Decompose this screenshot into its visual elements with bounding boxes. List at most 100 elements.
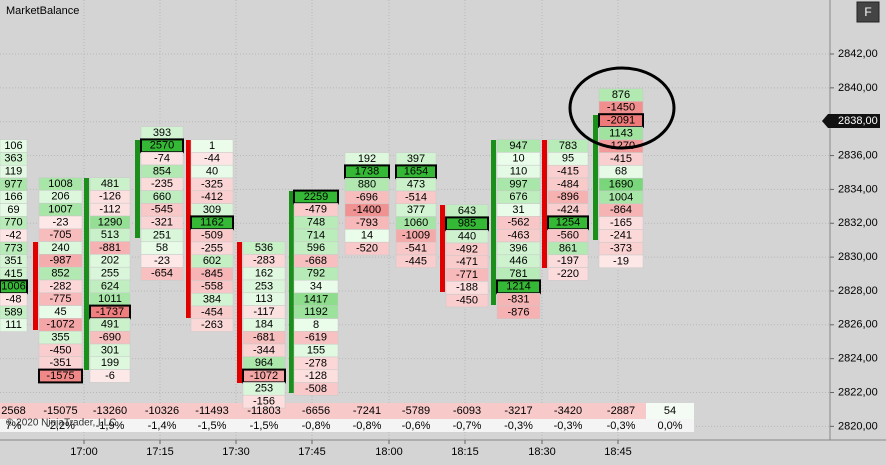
cell-bg: [242, 394, 286, 409]
cell-value: -619: [305, 332, 327, 344]
cell-value: -321: [151, 217, 173, 229]
time-label: 17:00: [70, 446, 98, 458]
cell-value: 676: [509, 191, 527, 203]
cell-value: -514: [405, 191, 427, 203]
cell-value: -520: [356, 243, 378, 255]
cell-value: -156: [253, 396, 275, 408]
price-label: 2828,00: [838, 285, 878, 297]
cell-value: 1006: [1, 281, 25, 293]
cell-value: -197: [557, 255, 579, 267]
f-button-label[interactable]: F: [864, 5, 871, 19]
cell-value: 393: [153, 127, 171, 139]
cell-value: -126: [99, 191, 121, 203]
cell-bg: [293, 382, 339, 396]
delta-percent: -0,8%: [302, 420, 331, 432]
cell-bg: [89, 369, 131, 383]
cell-value: 45: [54, 306, 66, 318]
cell-value: -1400: [353, 204, 381, 216]
delta-value: -15075: [43, 405, 77, 417]
cell-value: -344: [253, 344, 275, 356]
cell-value: 363: [4, 153, 22, 165]
cell-value: -987: [49, 255, 71, 267]
cell-value: 481: [101, 178, 119, 190]
delta-percent: -0,3%: [554, 420, 583, 432]
cell-value: 10: [512, 153, 524, 165]
cell-value: 473: [407, 179, 425, 191]
time-label: 18:15: [451, 446, 479, 458]
cell-value: -562: [507, 217, 529, 229]
cell-value: -450: [49, 344, 71, 356]
percent-band: [0, 419, 694, 432]
cell-bg: [0, 318, 28, 332]
cell-value: -415: [610, 153, 632, 165]
delta-value: -3420: [554, 405, 582, 417]
cell-value: -278: [305, 357, 327, 369]
delta-band: [0, 403, 646, 419]
cell-value: 396: [509, 242, 527, 254]
cell-value: 184: [255, 319, 273, 331]
cell-value: 111: [5, 319, 22, 331]
cell-value: -668: [305, 255, 327, 267]
f-button[interactable]: [856, 1, 880, 23]
cell-value: -771: [456, 269, 478, 281]
cell-bg: [140, 267, 184, 281]
cell-value: -696: [356, 191, 378, 203]
cell-value: -263: [201, 319, 223, 331]
cell-value: 783: [559, 140, 577, 152]
cell-value: -351: [49, 357, 71, 369]
cell-value: 748: [307, 217, 325, 229]
cell-value: 384: [203, 294, 221, 306]
cell-value: -831: [507, 294, 529, 306]
cell-value: 854: [153, 165, 171, 177]
cell-value: 69: [7, 204, 19, 216]
cell-value: -241: [610, 230, 632, 242]
cell-value: 997: [509, 178, 527, 190]
cell-value: -509: [201, 230, 223, 242]
cell-value: -541: [405, 243, 427, 255]
cell-bg: [496, 305, 541, 320]
price-label: 2834,00: [838, 183, 878, 195]
cell-bg: [445, 293, 489, 308]
cell-value: 202: [101, 255, 119, 267]
cell-value: -6: [105, 370, 115, 382]
cell-value: 1690: [609, 179, 633, 191]
cell-value: -424: [557, 204, 579, 216]
cell-value: -793: [356, 217, 378, 229]
delta-value: -10326: [145, 405, 179, 417]
candle-bar: [491, 140, 496, 305]
cell-value: -558: [201, 281, 223, 293]
candle-bar: [440, 205, 445, 292]
cell-bg: [38, 368, 83, 384]
delta-value: -6093: [453, 405, 481, 417]
cell-value: 1004: [609, 191, 633, 203]
cell-value: -1072: [250, 370, 278, 382]
cell-value: -23: [154, 255, 170, 267]
cell-value: 1060: [404, 217, 428, 229]
candle-bar: [135, 140, 140, 238]
cell-value: -235: [151, 178, 173, 190]
cell-value: -282: [49, 280, 71, 292]
cell-bg: [547, 267, 589, 281]
cell-value: -42: [6, 230, 22, 242]
cell-value: -454: [201, 306, 223, 318]
cell-value: -775: [49, 293, 71, 305]
cell-value: 1290: [98, 216, 122, 228]
cell-value: 110: [510, 166, 528, 178]
delta-value: 54: [664, 405, 676, 417]
cell-value: 2570: [150, 140, 174, 152]
current-price: 2838,00: [838, 115, 878, 127]
cell-value: 253: [255, 383, 273, 395]
cell-value: -373: [610, 243, 632, 255]
cell-bg: [598, 254, 644, 269]
cell-value: -117: [253, 306, 274, 318]
cell-value: 440: [458, 231, 476, 243]
cell-value: 589: [4, 306, 22, 318]
delta-value: -13260: [93, 405, 127, 417]
cell-value: 536: [255, 242, 273, 254]
cell-value: -1450: [607, 102, 635, 114]
cell-value: 1143: [609, 127, 633, 139]
candle-bar: [84, 178, 89, 370]
cell-value: 199: [101, 357, 119, 369]
cell-value: 643: [458, 205, 476, 217]
delta-percent: -0,7%: [453, 420, 482, 432]
